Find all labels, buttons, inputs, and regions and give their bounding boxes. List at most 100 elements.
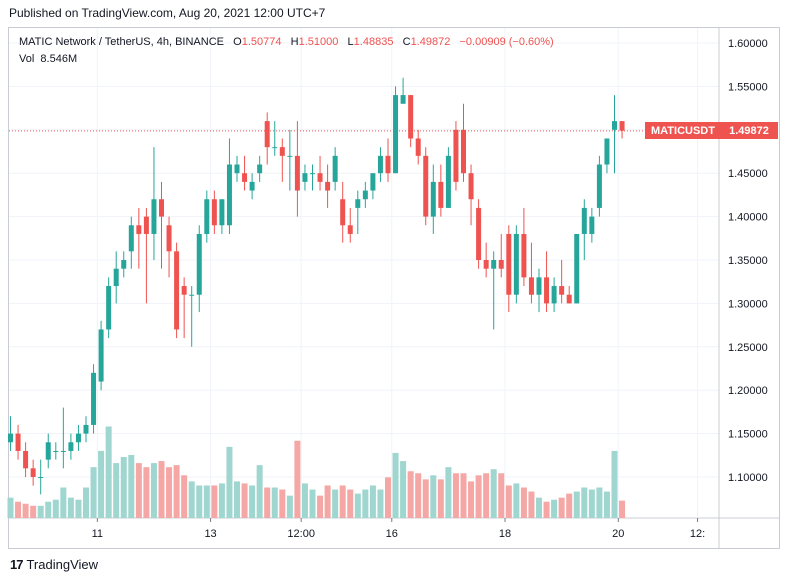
candle-body — [581, 207, 587, 234]
volume-bar — [120, 457, 127, 518]
volume-bar — [573, 491, 580, 518]
volume-bar — [619, 500, 626, 518]
volume-bar — [52, 499, 59, 518]
y-tick-label: 1.15000 — [728, 429, 768, 441]
volume-bar — [392, 452, 399, 518]
volume-bar — [158, 461, 165, 518]
volume-bar — [211, 485, 218, 518]
candle-body — [121, 260, 127, 269]
volume-bar — [90, 467, 97, 518]
candle-body — [491, 260, 497, 269]
symbol-title[interactable]: MATIC Network / TetherUS, 4h, BINANCE — [19, 36, 224, 48]
candle-body — [128, 225, 134, 252]
volume-bar — [67, 497, 74, 518]
candle-body — [325, 181, 331, 191]
candle-body — [362, 190, 368, 200]
volume-bar — [369, 485, 376, 518]
volume-bar — [294, 440, 301, 518]
volume-bar — [452, 473, 459, 518]
volume-bar — [173, 465, 180, 518]
volume-bar — [528, 491, 535, 518]
volume-bar — [475, 475, 482, 518]
y-tick-label: 1.60000 — [728, 38, 768, 50]
candle-body — [415, 138, 421, 156]
candle-body — [453, 129, 459, 182]
candle-body — [30, 468, 36, 477]
brand-name[interactable]: TradingView — [26, 557, 99, 572]
volume-bar — [317, 495, 324, 518]
volume-bar — [188, 481, 195, 518]
volume-bar — [430, 475, 437, 518]
candle-body — [430, 181, 436, 217]
change-value: −0.00909 (−0.60%) — [459, 36, 554, 48]
candle-body — [189, 294, 195, 296]
volume-bar — [513, 483, 520, 518]
candle-body — [257, 164, 263, 174]
candle-body — [528, 277, 534, 295]
candle-body — [91, 372, 97, 425]
volume-bar — [581, 487, 588, 518]
candle-body — [83, 424, 89, 434]
candle-body — [106, 286, 112, 330]
volume-bar — [588, 489, 595, 518]
candle-body — [234, 164, 240, 174]
chart-frame — [8, 27, 780, 549]
volume-bar — [490, 469, 497, 518]
volume-bar — [60, 487, 67, 518]
candle-body — [151, 199, 157, 234]
y-tick-label: 1.40000 — [728, 212, 768, 224]
x-tick-label: 12:00 — [287, 528, 315, 540]
volume-bar — [234, 481, 240, 518]
candle-body — [393, 95, 399, 174]
volume-label: Vol — [19, 53, 35, 65]
volume-bar — [400, 461, 407, 518]
candle-body — [113, 268, 119, 287]
y-tick-label: 1.35000 — [728, 255, 768, 267]
candle-body — [249, 181, 255, 191]
volume-bar — [135, 463, 142, 518]
candle-body — [612, 121, 617, 130]
candle-body — [551, 286, 557, 304]
candle-body — [196, 233, 202, 295]
ohlc-legend: MATIC Network / TetherUS, 4h, BINANCE O1… — [19, 36, 554, 48]
volume-bar — [536, 497, 542, 518]
candle-body — [506, 233, 512, 295]
volume-bar — [332, 489, 339, 518]
last-price-tag: 1.49872 — [720, 122, 778, 139]
volume-bar — [166, 467, 173, 518]
candle-body — [574, 233, 580, 304]
candle-body — [385, 155, 391, 174]
volume-bar — [113, 463, 120, 518]
volume-bar — [30, 505, 37, 518]
volume-value: 8.546M — [40, 53, 78, 65]
candle-body — [468, 173, 474, 200]
candle-body — [75, 433, 81, 443]
volume-bar — [611, 450, 618, 518]
candle-body — [347, 225, 353, 234]
candle-body — [98, 329, 104, 382]
candle-body — [559, 286, 565, 295]
tradingview-logo-icon: 17 — [10, 557, 24, 572]
y-tick-label: 1.20000 — [728, 385, 768, 397]
close-value: 1.49872 — [410, 36, 451, 48]
y-tick-label: 1.30000 — [728, 298, 768, 310]
candle-body — [23, 450, 29, 469]
candle-body — [272, 147, 278, 149]
volume-bar — [543, 501, 550, 518]
candle-body — [476, 207, 482, 260]
high-value: 1.51000 — [298, 36, 339, 48]
candle-body — [174, 251, 180, 330]
candle-body — [619, 121, 625, 131]
volume-bar — [22, 503, 29, 518]
volume-bar — [181, 475, 188, 518]
candle-body — [445, 155, 451, 208]
x-tick-label: 18 — [499, 528, 511, 540]
candle-body — [166, 225, 172, 252]
candle-body — [317, 173, 323, 182]
x-tick-label: 20 — [612, 528, 624, 540]
volume-bar — [15, 501, 22, 518]
y-tick-label: 1.10000 — [728, 472, 768, 484]
candle-body — [159, 199, 164, 217]
low-value: 1.48835 — [353, 36, 394, 48]
